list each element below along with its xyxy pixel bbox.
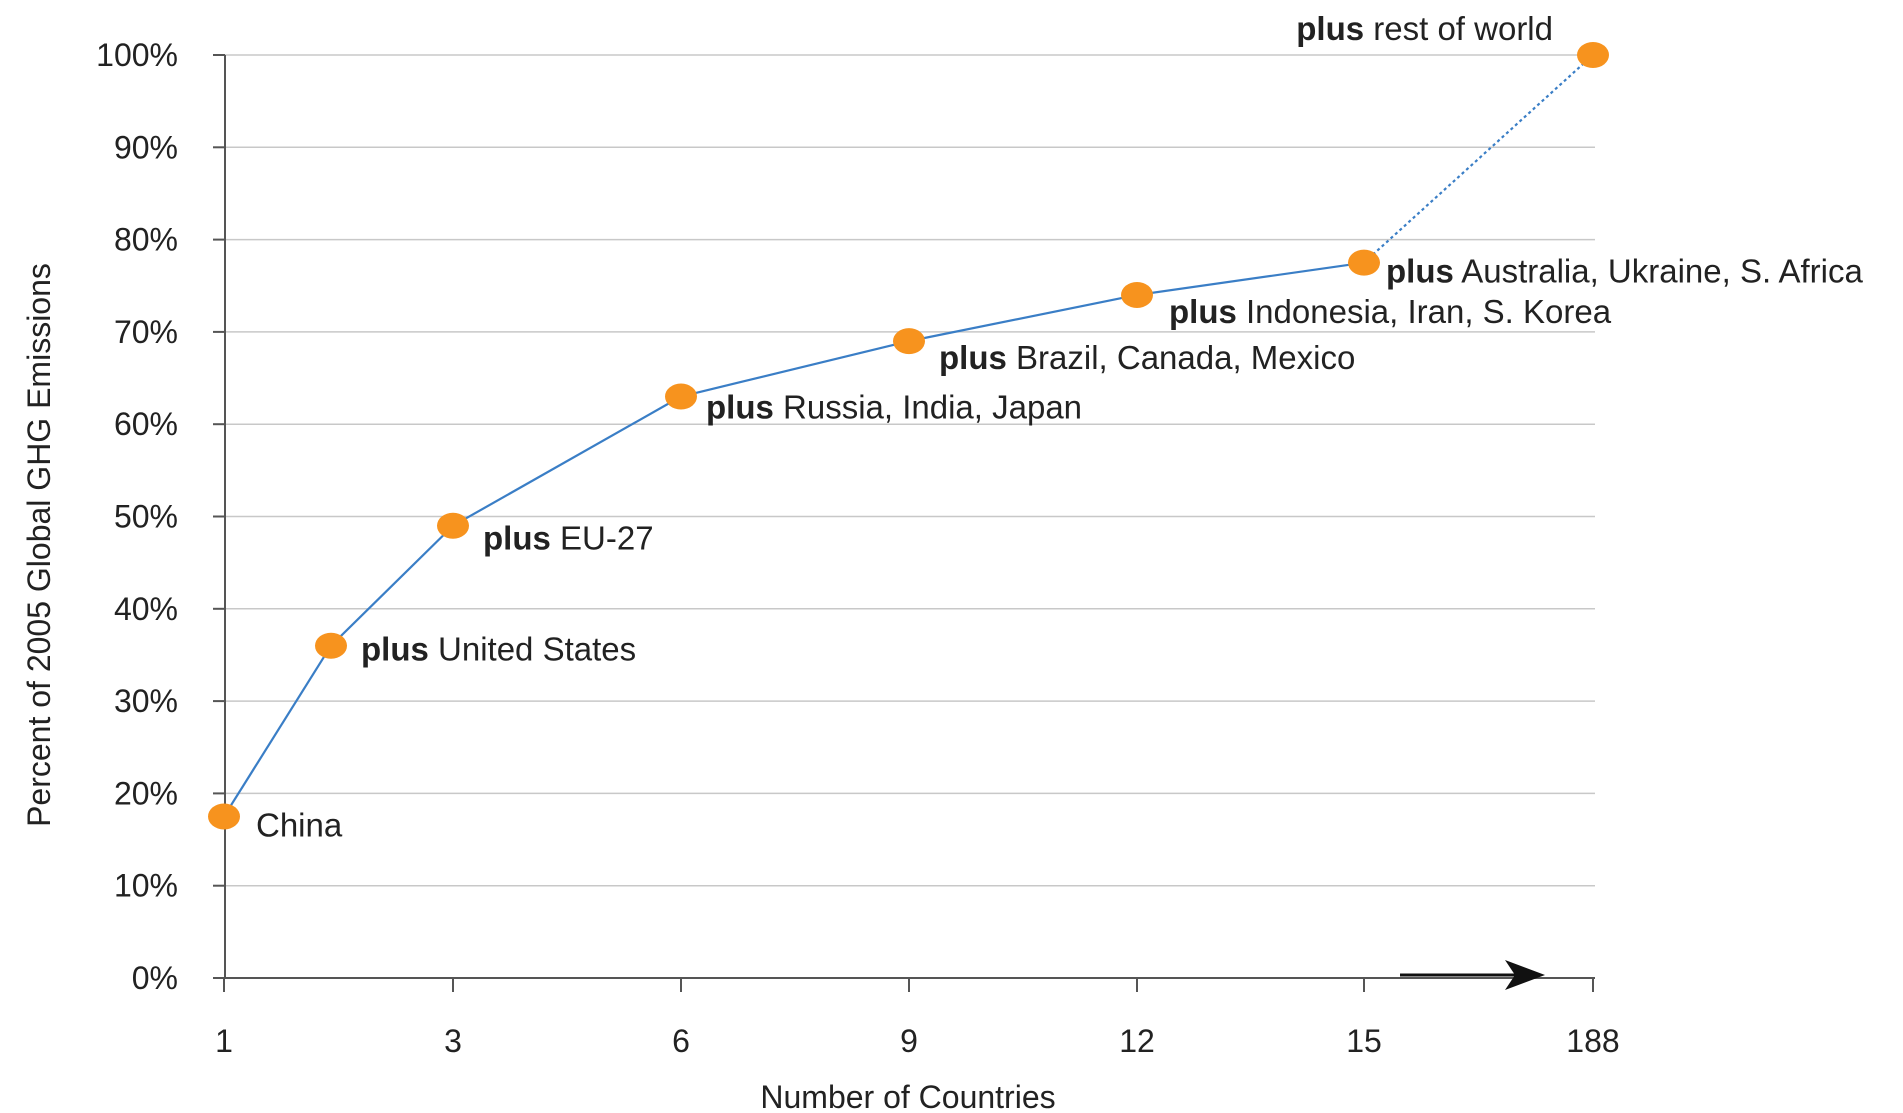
data-point-marker — [893, 328, 925, 355]
x-axis-title: Number of Countries — [760, 1079, 1055, 1113]
point-label-space — [1007, 339, 1016, 376]
data-point-marker — [1121, 281, 1153, 308]
point-label-prefix: plus — [1386, 253, 1454, 290]
point-label-prefix: plus — [483, 520, 551, 557]
y-tick-label: 40% — [114, 591, 178, 627]
y-tick-label: 10% — [114, 868, 178, 904]
axes — [213, 54, 1595, 992]
series-line — [223, 54, 1594, 818]
data-point-marker — [1577, 42, 1609, 68]
y-tick-label: 20% — [114, 775, 178, 811]
x-tick-label: 6 — [672, 1023, 690, 1059]
axis-break-arrow — [1400, 960, 1545, 990]
point-label-prefix: plus — [361, 631, 429, 668]
point-label: plus United States — [361, 631, 636, 668]
point-label-text: Australia, Ukraine, S. Africa — [1461, 253, 1863, 290]
point-label: plus rest of world — [1296, 10, 1553, 47]
series-line-segment — [223, 645, 332, 818]
x-tick-label: 15 — [1346, 1023, 1382, 1059]
data-point-marker — [665, 383, 697, 410]
x-tick-label: 1 — [215, 1023, 233, 1059]
point-label: plus Indonesia, Iran, S. Korea — [1169, 293, 1612, 330]
point-label-text: rest of world — [1373, 10, 1553, 47]
y-tick-label: 90% — [114, 129, 178, 165]
grid-lines — [225, 54, 1595, 887]
point-label-text: EU-27 — [560, 520, 654, 557]
x-tick-label: 9 — [900, 1023, 918, 1059]
arrow-head — [1505, 960, 1545, 990]
series-line-segment — [330, 524, 454, 647]
data-point-marker — [208, 803, 240, 830]
point-label-text: China — [256, 806, 343, 843]
y-tick-label: 0% — [132, 960, 178, 996]
point-label-prefix: plus — [1169, 293, 1237, 330]
point-label-space — [551, 520, 560, 557]
data-point-marker — [315, 632, 347, 659]
data-point-marker — [437, 512, 469, 539]
y-tick-label: 30% — [114, 683, 178, 719]
point-label: plus Brazil, Canada, Mexico — [939, 339, 1355, 376]
data-point-marker — [1348, 249, 1380, 276]
series-line-segment — [452, 395, 682, 527]
y-tick-label: 100% — [96, 37, 178, 73]
point-label-text: Russia, India, Japan — [783, 389, 1082, 426]
point-label: plus Russia, India, Japan — [706, 389, 1082, 426]
point-label-text: Brazil, Canada, Mexico — [1016, 339, 1355, 376]
point-label-space — [429, 631, 438, 668]
x-tick-labels: 1 3 6 9 12 15 188 — [215, 1023, 1620, 1059]
y-axis-title: Percent of 2005 Global GHG Emissions — [21, 263, 57, 827]
x-tick-label: 188 — [1566, 1023, 1619, 1059]
series-line-segment — [680, 340, 910, 398]
point-label-text: Indonesia, Iran, S. Korea — [1246, 293, 1612, 330]
point-label-prefix: plus — [1296, 10, 1364, 47]
y-tick-label: 70% — [114, 314, 178, 350]
x-tick-label: 3 — [444, 1023, 462, 1059]
series-line-segment — [908, 293, 1138, 343]
point-label: China — [256, 806, 343, 843]
data-points — [208, 42, 1609, 830]
series-line-segment-dotted — [1363, 54, 1594, 264]
point-label-space — [1237, 293, 1246, 330]
point-label-space — [774, 389, 783, 426]
point-label-prefix: plus — [939, 339, 1007, 376]
point-label-text: United States — [438, 631, 636, 668]
y-tick-labels: 0% 10% 20% 30% 40% 50% 60% 70% 80% 90% 100% — [96, 37, 178, 996]
y-tick-label: 50% — [114, 499, 178, 535]
point-label-space — [1364, 10, 1373, 47]
x-tick-label: 12 — [1119, 1023, 1155, 1059]
point-label-space — [1454, 253, 1461, 290]
point-label: plus Australia, Ukraine, S. Africa — [1386, 253, 1864, 290]
series-line-segment — [1136, 261, 1365, 297]
point-label-prefix: plus — [706, 389, 774, 426]
point-label: plus EU-27 — [483, 520, 654, 557]
y-tick-label: 60% — [114, 406, 178, 442]
y-tick-label: 80% — [114, 222, 178, 258]
